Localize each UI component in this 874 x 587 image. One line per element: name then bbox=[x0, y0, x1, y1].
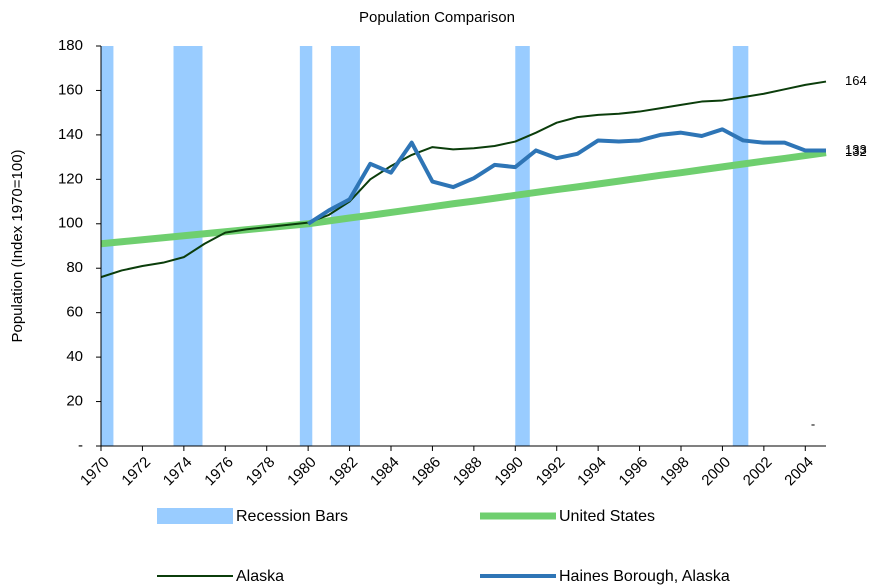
series-line bbox=[100, 80, 827, 279]
y-tick-label: 100 bbox=[58, 215, 83, 232]
legend-swatch bbox=[157, 508, 233, 524]
x-tick-label: 1982 bbox=[326, 454, 362, 490]
series-line bbox=[307, 127, 826, 226]
y-tick-label: 40 bbox=[66, 348, 83, 365]
x-tick-label: 2000 bbox=[698, 454, 734, 490]
y-tick-label: 140 bbox=[58, 126, 83, 143]
x-tick-label: 1980 bbox=[284, 454, 320, 490]
x-tick-label: 1990 bbox=[491, 454, 527, 490]
note: - bbox=[811, 416, 815, 431]
recession-bar bbox=[173, 46, 203, 446]
legend-label: United States bbox=[559, 508, 655, 525]
legend-label: Haines Borough, Alaska bbox=[559, 568, 730, 585]
y-tick-label: 160 bbox=[58, 81, 83, 98]
x-tick-label: 1994 bbox=[574, 454, 610, 490]
end-label: 132 bbox=[845, 144, 867, 159]
x-tick-label: 1978 bbox=[243, 454, 279, 490]
y-tick-label: 180 bbox=[58, 37, 83, 54]
legend-label: Alaska bbox=[236, 568, 284, 585]
x-tick-label: 2004 bbox=[781, 454, 817, 490]
x-tick-label: 1996 bbox=[616, 454, 652, 490]
y-tick-label: 120 bbox=[58, 170, 83, 187]
end-label: 164 bbox=[845, 73, 867, 88]
x-tick-label: 2002 bbox=[740, 454, 776, 490]
series-line bbox=[100, 149, 827, 248]
x-tick-label: 1970 bbox=[77, 454, 113, 490]
x-tick-label: 1986 bbox=[408, 454, 444, 490]
x-tick-label: 1976 bbox=[201, 454, 237, 490]
x-tick-label: 1984 bbox=[367, 454, 403, 490]
x-tick-label: 1988 bbox=[450, 454, 486, 490]
y-tick-label: 60 bbox=[66, 304, 83, 321]
x-tick-label: 1998 bbox=[657, 454, 693, 490]
recession-bar bbox=[515, 46, 530, 446]
recession-bar bbox=[299, 46, 313, 446]
y-tick-label: 20 bbox=[66, 393, 83, 410]
chart-title: Population Comparison bbox=[359, 9, 515, 26]
y-tick-label: 80 bbox=[66, 259, 83, 276]
x-tick-label: 1992 bbox=[533, 454, 569, 490]
recession-bar bbox=[330, 46, 360, 446]
y-tick-label: - bbox=[78, 437, 83, 454]
x-tick-label: 1974 bbox=[160, 454, 196, 490]
y-axis-label: Population (Index 1970=100) bbox=[9, 149, 26, 342]
recession-bar bbox=[732, 46, 749, 446]
legend-label: Recession Bars bbox=[236, 508, 348, 525]
x-tick-label: 1972 bbox=[118, 454, 154, 490]
end-label: 133 bbox=[845, 142, 867, 157]
